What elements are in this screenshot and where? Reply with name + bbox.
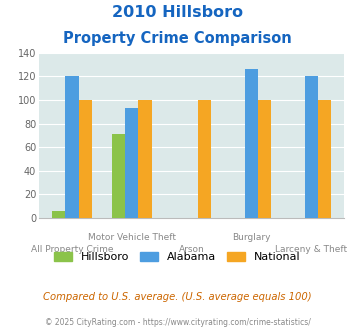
- Bar: [125, 108, 138, 218]
- Text: Larceny & Theft: Larceny & Theft: [275, 245, 348, 254]
- Text: 2010 Hillsboro: 2010 Hillsboro: [112, 5, 243, 20]
- Bar: [65, 76, 78, 218]
- Bar: [78, 100, 92, 218]
- Text: Arson: Arson: [179, 245, 204, 254]
- Text: Motor Vehicle Theft: Motor Vehicle Theft: [88, 233, 176, 242]
- Bar: [318, 100, 331, 218]
- Bar: [138, 100, 152, 218]
- Text: © 2025 CityRating.com - https://www.cityrating.com/crime-statistics/: © 2025 CityRating.com - https://www.city…: [45, 318, 310, 327]
- Bar: [258, 100, 271, 218]
- Text: Compared to U.S. average. (U.S. average equals 100): Compared to U.S. average. (U.S. average …: [43, 292, 312, 302]
- Text: All Property Crime: All Property Crime: [31, 245, 113, 254]
- Text: Burglary: Burglary: [232, 233, 271, 242]
- Bar: [245, 69, 258, 218]
- Text: Property Crime Comparison: Property Crime Comparison: [63, 31, 292, 46]
- Bar: [305, 76, 318, 218]
- Bar: [198, 100, 212, 218]
- Legend: Hillsboro, Alabama, National: Hillsboro, Alabama, National: [50, 248, 305, 267]
- Bar: [52, 211, 65, 218]
- Bar: [112, 134, 125, 218]
